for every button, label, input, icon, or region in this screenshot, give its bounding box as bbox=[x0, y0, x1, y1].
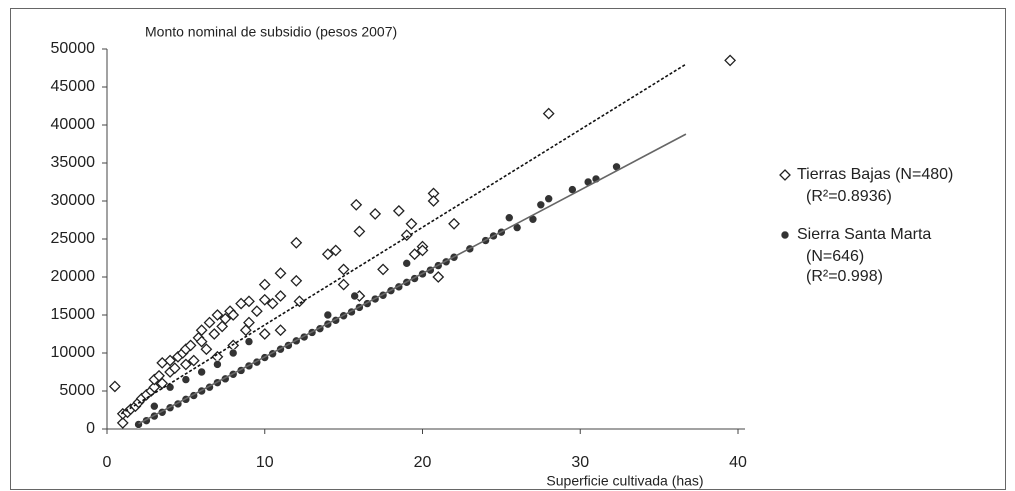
frame bbox=[10, 8, 1006, 490]
y-tick-label: 15000 bbox=[51, 306, 96, 323]
legend-note: (N=646) bbox=[806, 248, 864, 265]
point bbox=[329, 244, 342, 257]
point bbox=[213, 360, 222, 369]
point bbox=[274, 267, 287, 280]
point bbox=[274, 324, 287, 337]
point bbox=[266, 297, 279, 310]
point bbox=[179, 358, 192, 371]
point bbox=[258, 278, 271, 291]
point bbox=[323, 310, 333, 320]
point bbox=[400, 229, 413, 242]
point bbox=[116, 417, 129, 429]
chart-title: Monto nominal de subsidio (pesos 2007) bbox=[145, 24, 397, 40]
x-tick-label: 20 bbox=[414, 454, 432, 471]
x-tick-label: 30 bbox=[571, 454, 589, 471]
x-tick-label: 40 bbox=[729, 454, 747, 471]
point bbox=[243, 316, 255, 329]
legend-note: (R²=0.8936) bbox=[806, 188, 892, 205]
point bbox=[392, 204, 405, 217]
point bbox=[197, 367, 206, 377]
point bbox=[405, 217, 418, 230]
point bbox=[219, 312, 232, 325]
point bbox=[321, 248, 334, 261]
point bbox=[377, 263, 389, 276]
point bbox=[250, 305, 263, 318]
point bbox=[337, 263, 350, 276]
point bbox=[402, 259, 412, 268]
point bbox=[432, 271, 445, 283]
legend-note: (R²=0.998) bbox=[806, 268, 883, 285]
y-tick-label: 30000 bbox=[51, 192, 96, 209]
point bbox=[108, 380, 121, 393]
x-axis-label: Superficie cultivada (has) bbox=[546, 473, 703, 489]
point bbox=[164, 354, 177, 367]
point bbox=[181, 375, 191, 384]
point bbox=[290, 274, 303, 287]
legend-marker bbox=[780, 230, 790, 240]
point bbox=[184, 339, 197, 352]
y-tick-label: 0 bbox=[86, 420, 95, 437]
y-tick-label: 5000 bbox=[59, 382, 95, 399]
point bbox=[337, 278, 350, 291]
legend-label: Sierra Santa Marta bbox=[797, 226, 931, 243]
point bbox=[228, 348, 238, 358]
point bbox=[293, 295, 306, 308]
point bbox=[258, 293, 271, 306]
point bbox=[536, 200, 546, 210]
point bbox=[168, 362, 181, 375]
y-tick-label: 20000 bbox=[51, 268, 96, 285]
point bbox=[203, 316, 216, 329]
point bbox=[350, 291, 359, 301]
x-tick-label: 10 bbox=[256, 454, 274, 471]
point bbox=[724, 54, 737, 67]
point bbox=[427, 195, 440, 207]
x-tick-label: 0 bbox=[103, 454, 112, 471]
point bbox=[148, 381, 161, 394]
point bbox=[195, 335, 208, 348]
point bbox=[274, 290, 287, 302]
point bbox=[216, 320, 229, 333]
trendline bbox=[138, 133, 687, 425]
point bbox=[544, 194, 554, 204]
legend-marker bbox=[779, 169, 791, 181]
point bbox=[150, 401, 159, 411]
point bbox=[200, 343, 213, 356]
point bbox=[227, 309, 240, 321]
point bbox=[448, 217, 460, 230]
trendline bbox=[120, 63, 687, 415]
point bbox=[416, 244, 429, 257]
y-tick-label: 35000 bbox=[51, 154, 96, 171]
point bbox=[243, 295, 255, 308]
point bbox=[187, 354, 200, 367]
point bbox=[369, 208, 382, 220]
point bbox=[408, 248, 421, 261]
legend-label: Tierras Bajas (N=480) bbox=[797, 166, 953, 183]
point bbox=[290, 236, 303, 249]
point bbox=[504, 213, 514, 223]
point bbox=[244, 337, 254, 346]
y-tick-label: 50000 bbox=[51, 40, 96, 57]
y-tick-label: 10000 bbox=[51, 344, 96, 361]
point bbox=[211, 309, 224, 321]
point bbox=[350, 198, 363, 211]
point bbox=[195, 324, 208, 337]
point bbox=[208, 328, 221, 340]
y-tick-label: 45000 bbox=[51, 78, 96, 95]
y-tick-label: 40000 bbox=[51, 116, 96, 133]
point bbox=[542, 107, 555, 120]
point bbox=[353, 225, 366, 238]
point bbox=[258, 328, 271, 340]
point bbox=[156, 377, 169, 390]
y-tick-label: 25000 bbox=[51, 230, 96, 247]
